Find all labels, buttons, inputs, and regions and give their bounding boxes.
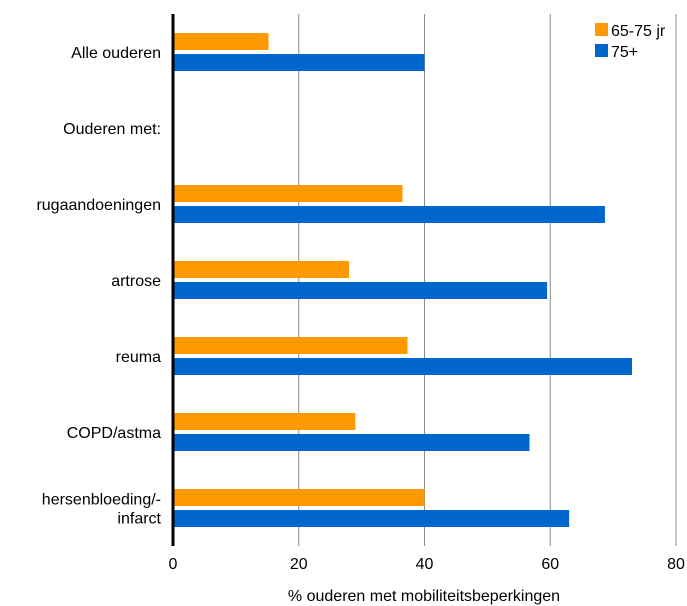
x-tick-label: 60 [541,556,559,573]
legend-swatch [595,23,608,36]
bar-series1 [173,185,403,202]
x-tick-label: 0 [169,556,178,573]
bar-series2 [173,510,570,527]
x-tick-labels: 0 20 40 60 80 [169,556,685,573]
x-tick-label: 40 [416,556,434,573]
legend-label: 75+ [611,44,638,61]
category-labels: Alle ouderen Ouderen met: rugaandoeningen a… [36,45,161,528]
legend-label: 65-75 jr [611,23,666,40]
category-label: Ouderen met: [63,121,161,138]
category-label: infarct [117,511,161,528]
category-label: COPD/astma [67,425,161,442]
category-label: Alle ouderen [71,45,161,62]
category-label: reuma [116,349,161,366]
bar-series1 [173,489,425,506]
bar-series2 [173,282,548,299]
bar-series1 [173,337,408,354]
bar-series2 [173,54,425,71]
bar-series2 [173,358,632,375]
legend-swatch [595,44,608,57]
gridlines [298,14,677,546]
category-label: artrose [111,273,161,290]
x-axis-title: % ouderen met mobiliteitsbeperkingen [288,588,560,605]
x-tick-label: 80 [667,556,685,573]
x-tick-label: 20 [290,556,308,573]
bar-series1 [173,413,356,430]
bar-series2 [173,434,530,451]
bars [173,33,632,527]
bar-series2 [173,206,605,223]
bar-series1 [173,33,269,50]
legend: 65-75 jr 75+ [595,23,666,61]
category-label: hersenbloeding/- [42,492,161,509]
category-label: rugaandoeningen [36,197,161,214]
bar-series1 [173,261,350,278]
